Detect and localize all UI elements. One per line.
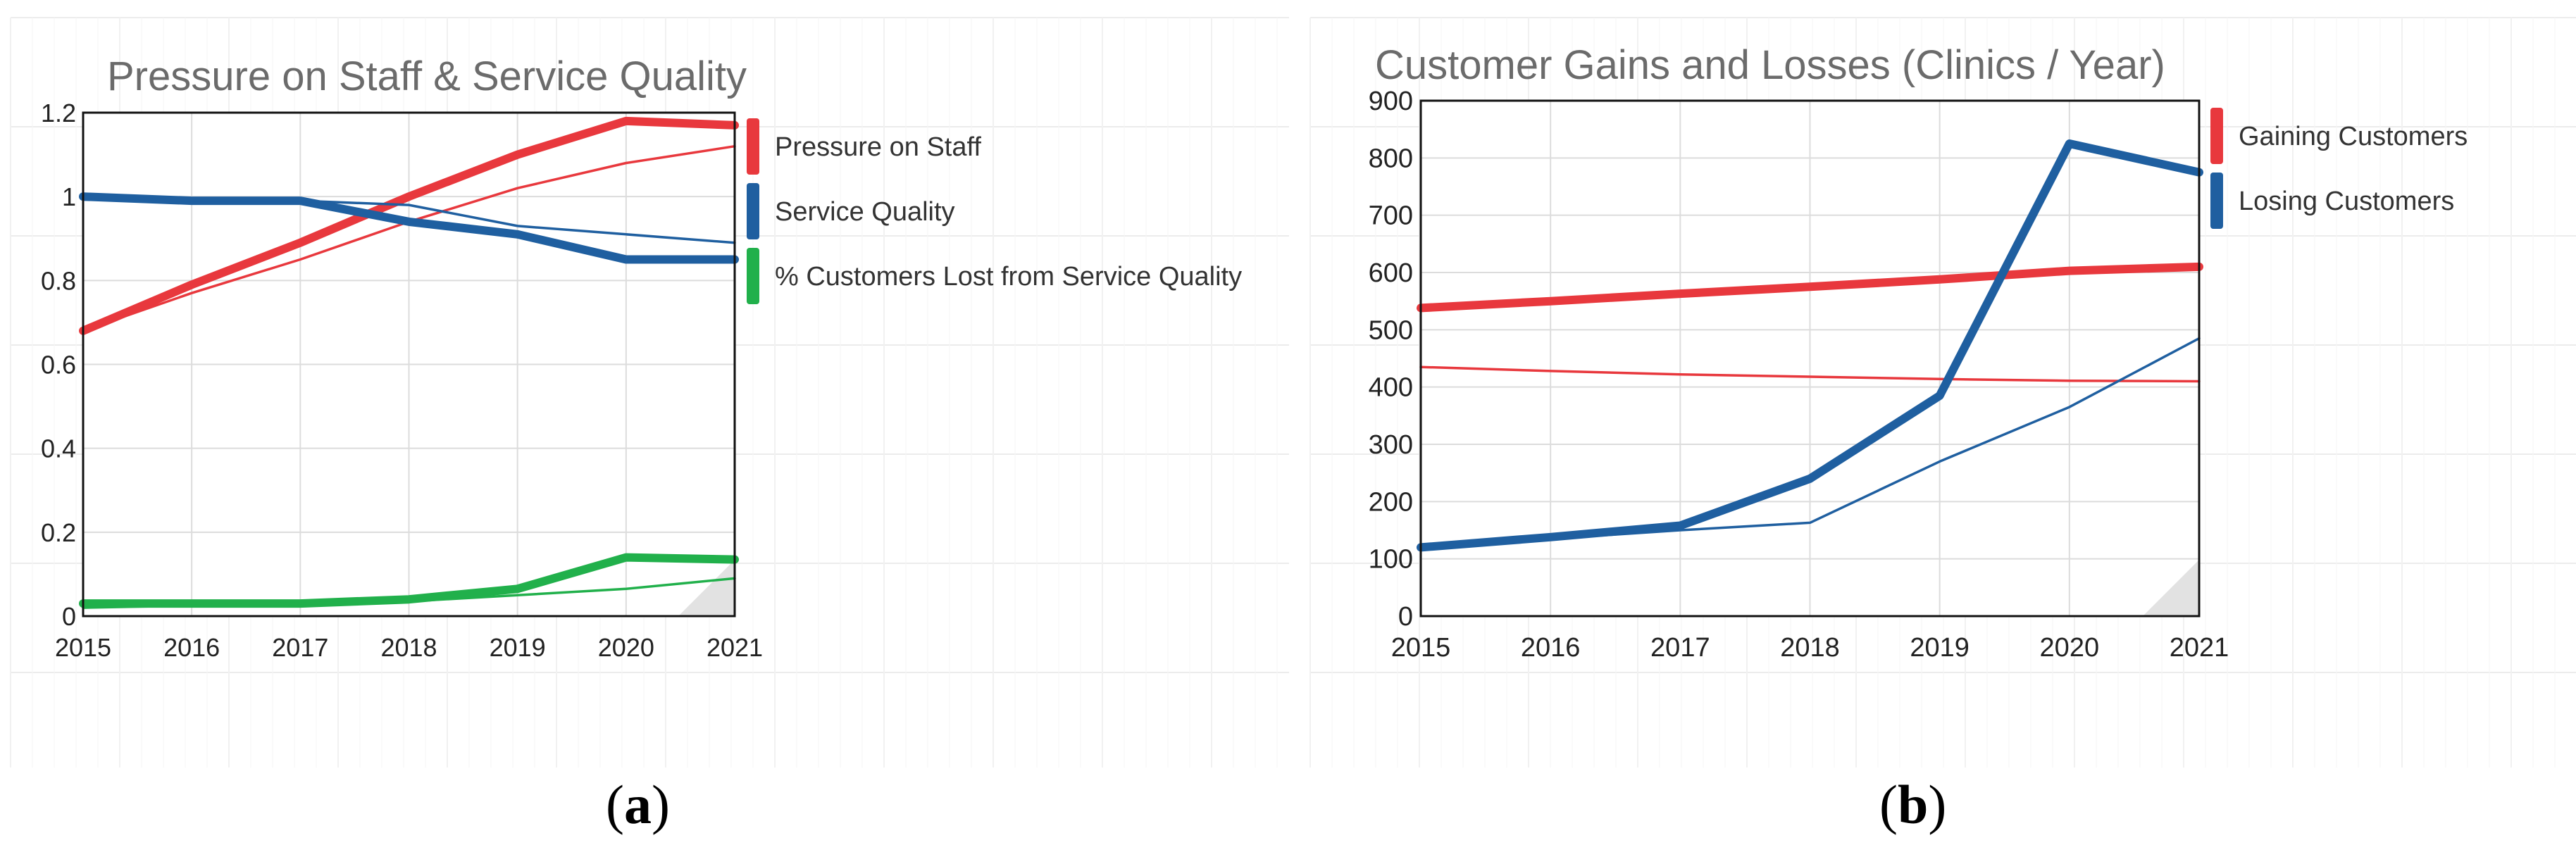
x-tick-label: 2020 — [598, 633, 654, 662]
legend-label: % Customers Lost from Service Quality — [775, 262, 1242, 292]
legend: Pressure on Staff Service Quality % Custom… — [747, 118, 1242, 304]
series-group — [79, 116, 739, 609]
y-tick-label: 900 — [1369, 87, 1413, 116]
x-tick-label: 2019 — [1910, 633, 1970, 663]
legend-swatch — [2210, 173, 2223, 229]
y-tick-label: 0 — [62, 602, 76, 631]
y-tick-label: 700 — [1369, 201, 1413, 231]
plot-border — [82, 111, 736, 618]
chart-panel-b: Customer Gains and Losses (Clinics / Yea… — [1289, 0, 2576, 852]
legend-label: Gaining Customers — [2239, 122, 2468, 151]
series-3-thin-line — [82, 195, 736, 244]
y-tick-label: 0.4 — [41, 434, 76, 463]
legend-label: Service Quality — [775, 197, 955, 227]
x-tick-label: 2016 — [1521, 633, 1581, 663]
y-tick-label: 300 — [1369, 430, 1413, 460]
y-tick-label: 0 — [1398, 602, 1413, 632]
y-tick-label: 400 — [1369, 373, 1413, 403]
series-group — [1417, 139, 2203, 552]
legend-swatch — [747, 248, 759, 304]
resize-grip — [678, 560, 735, 616]
series-3-thin-line — [1419, 337, 2201, 549]
x-tick-label: 2017 — [272, 633, 328, 662]
x-axis: 2015 2016 2017 2018 2019 2020 2021 — [55, 113, 763, 662]
pressure-on-staff-line — [79, 116, 739, 335]
x-tick-label: 2015 — [1391, 633, 1451, 663]
x-tick-label: 2016 — [163, 633, 220, 662]
legend-swatch — [2210, 108, 2223, 164]
legend: Gaining Customers Losing Customers — [2210, 108, 2468, 229]
x-tick-label: 2020 — [2040, 633, 2100, 663]
x-tick-label: 2017 — [1650, 633, 1710, 663]
series-1-thin-line — [1419, 365, 2201, 383]
series-5-thin-line — [82, 577, 736, 609]
losing-customers-line — [1417, 139, 2203, 552]
x-tick-label: 2019 — [490, 633, 546, 662]
y-tick-label: 100 — [1369, 545, 1413, 575]
y-tick-label: 800 — [1369, 144, 1413, 173]
x-tick-label: 2018 — [1780, 633, 1840, 663]
chart-title: Customer Gains and Losses (Clinics / Yea… — [1375, 42, 2165, 88]
y-tick-label: 1 — [62, 182, 76, 211]
subfigure-label-b: (b) — [1879, 774, 1947, 835]
legend-label: Pressure on Staff — [775, 132, 981, 162]
y-tick-label: 0.6 — [41, 351, 76, 380]
x-tick-label: 2021 — [2170, 633, 2229, 663]
y-tick-label: 500 — [1369, 315, 1413, 345]
chart-a: Pressure on Staff & Service Quality 0 0.2 0… — [10, 17, 1289, 768]
legend-swatch — [747, 118, 759, 175]
chart-b: Customer Gains and Losses (Clinics / Yea… — [1309, 17, 2576, 768]
gaining-customers-line — [1417, 262, 2203, 313]
plot-border — [1419, 99, 2201, 618]
y-tick-label: 0.2 — [41, 518, 76, 547]
subfigure-label-a: (a) — [606, 774, 670, 835]
chart-panel-a: Pressure on Staff & Service Quality 0 0.2 0… — [10, 17, 1289, 835]
resize-grip — [2143, 560, 2199, 616]
y-tick-label: 600 — [1369, 258, 1413, 288]
customers-lost-from-service-quality-line — [79, 553, 739, 608]
y-tick-label: 1.2 — [41, 99, 76, 127]
legend-label: Losing Customers — [2239, 187, 2454, 216]
chart-title: Pressure on Staff & Service Quality — [107, 54, 747, 99]
x-tick-label: 2021 — [707, 633, 763, 662]
y-tick-label: 200 — [1369, 487, 1413, 517]
y-tick-label: 0.8 — [41, 266, 76, 295]
x-tick-label: 2015 — [55, 633, 111, 662]
x-tick-label: 2018 — [380, 633, 437, 662]
x-axis: 2015 2016 2017 2018 2019 2020 2021 — [1391, 101, 2229, 663]
legend-swatch — [747, 183, 759, 239]
